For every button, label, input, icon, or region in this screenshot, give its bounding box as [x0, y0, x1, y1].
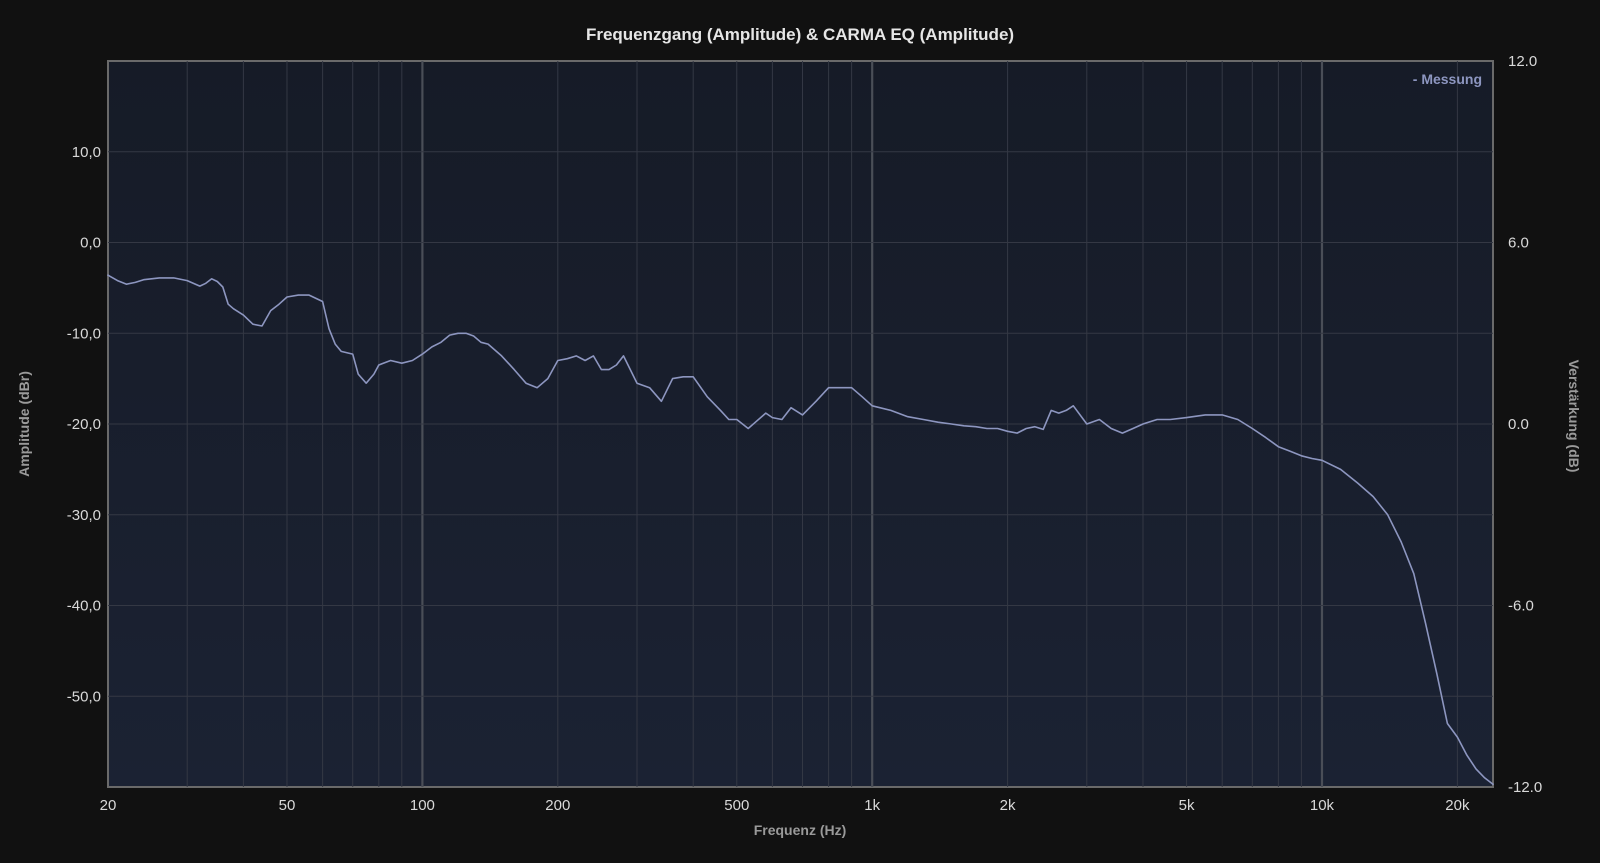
y-tick-label: 0,0	[80, 235, 101, 252]
x-tick-label: 20	[100, 797, 117, 814]
series-line-messung	[107, 274, 1494, 786]
x-axis-title: Frequenz (Hz)	[754, 822, 847, 838]
x-tick-label: 50	[279, 797, 296, 814]
x-tick-label: 1k	[864, 797, 880, 814]
x-tick-label: 20k	[1445, 797, 1470, 814]
y-tick-label: -40,0	[67, 598, 101, 615]
y2-tick-label: -12.0	[1508, 779, 1542, 796]
y2-tick-label: 0.0	[1508, 416, 1529, 433]
x-tick-label: 2k	[1000, 797, 1016, 814]
x-tick-label: 200	[545, 797, 570, 814]
y-tick-label: -20,0	[67, 416, 101, 433]
y2-tick-label: -6.0	[1508, 598, 1534, 615]
series-layer	[107, 274, 1494, 786]
y-tick-label: -10,0	[67, 325, 101, 342]
x-tick-label: 10k	[1310, 797, 1335, 814]
tick-labels: 10,0 0,0 -10,0 -20,0 -30,0 -40,0 -50,0 12.0 6.0 0…	[67, 53, 1542, 814]
y-tick-label: -50,0	[67, 688, 101, 705]
y2-tick-label: 12.0	[1508, 53, 1537, 70]
y2-tick-label: 6.0	[1508, 235, 1529, 252]
x-tick-label: 500	[724, 797, 749, 814]
y-axis-title: Amplitude (dBr)	[16, 371, 32, 477]
x-tick-label: 5k	[1179, 797, 1195, 814]
y-tick-label: -30,0	[67, 507, 101, 524]
legend-entry-messung[interactable]: - Messung	[1413, 71, 1482, 87]
y-tick-label: 10,0	[72, 144, 101, 161]
y2-axis-title: Verstärkung (dB)	[1566, 360, 1582, 473]
x-tick-label: 100	[410, 797, 435, 814]
chart-title: Frequenzgang (Amplitude) & CARMA EQ (Amp…	[586, 25, 1014, 44]
